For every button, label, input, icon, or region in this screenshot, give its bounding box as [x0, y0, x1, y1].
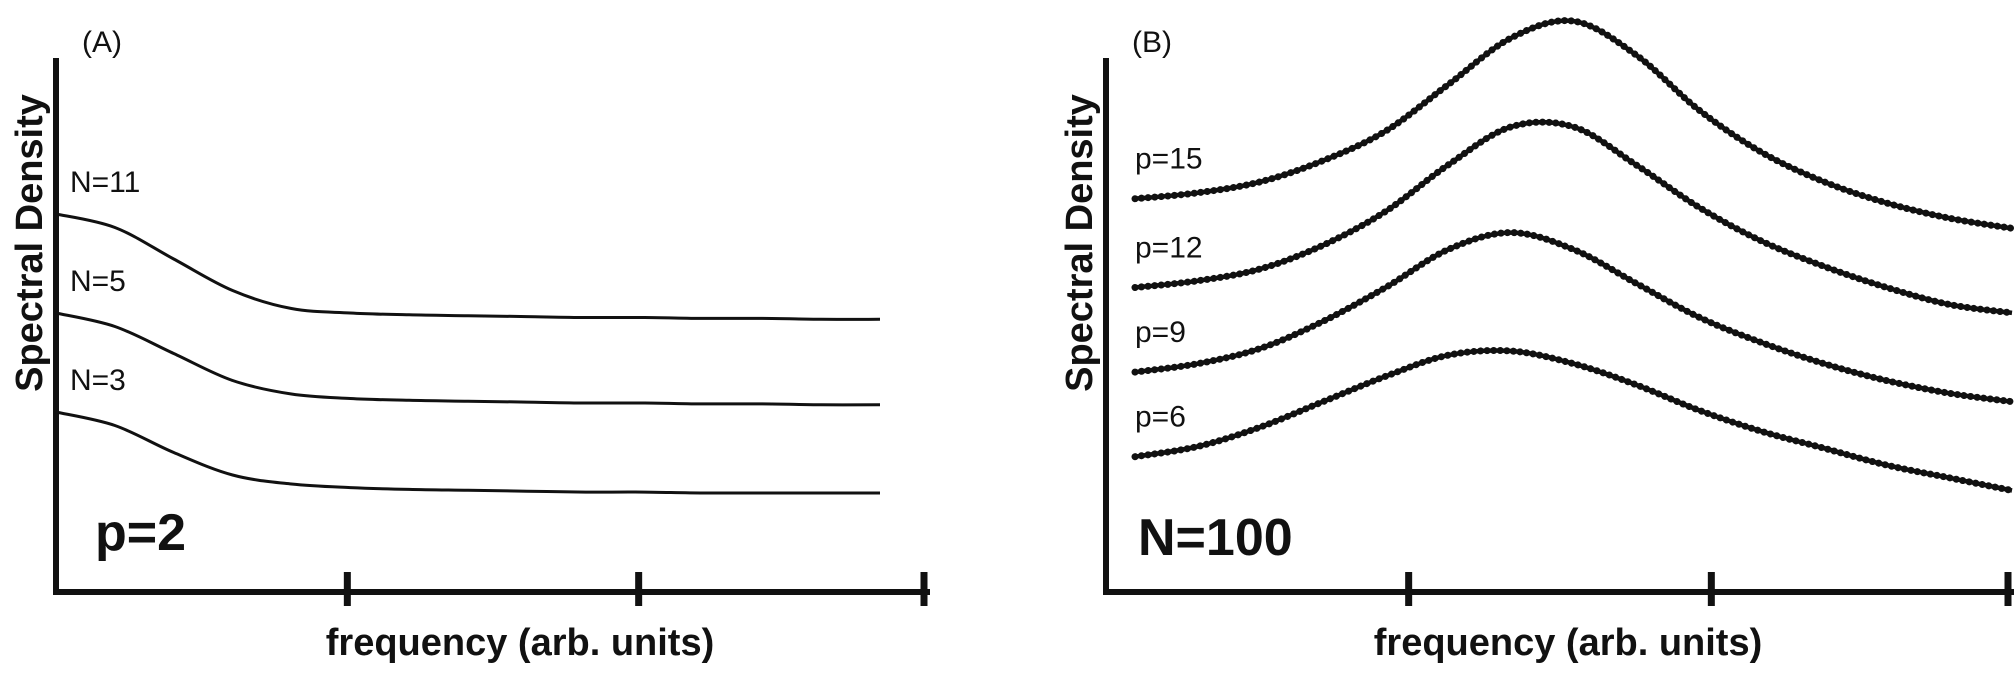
panel-b-series-label: p=12: [1135, 232, 1203, 265]
panel-a-series-labels: N=11 N=5 N=3: [70, 166, 140, 397]
panel-a-series-line: [55, 311, 881, 407]
panel-a-series-label: N=11: [70, 166, 140, 199]
panel-a-x-axis-title: frequency (arb. units): [326, 622, 715, 664]
panel-b-series-labels: p=15 p=12 p=9 p=6: [1135, 143, 1203, 434]
panel-a-series-label: N=5: [70, 265, 126, 298]
panel-a-axes: [53, 58, 930, 595]
panel-b-y-axis-title: Spectral Density: [1059, 94, 1101, 392]
panel-b-parameter-annotation: N=100: [1138, 509, 1293, 567]
panel-a-series-label: N=3: [70, 364, 126, 397]
panel-a-series-group: [55, 212, 881, 495]
panel-a-x-ticks: [343, 572, 928, 606]
panel-b-series-line-core: [1134, 119, 2013, 316]
panel-b-series-line-core: [1134, 348, 2013, 493]
panel-a-label: (A): [82, 26, 122, 59]
panel-a-series-line: [55, 212, 881, 321]
panel-b-x-ticks: [1405, 572, 2012, 606]
panel-b-x-axis-title: frequency (arb. units): [1374, 622, 1763, 664]
panel-b-series-line: [1131, 229, 2016, 406]
panel-b-series-label: p=6: [1135, 401, 1186, 434]
panel-a-parameter-annotation: p=2: [95, 504, 186, 562]
panel-b-series-line: [1131, 346, 2016, 494]
panel-b-series-label: p=15: [1135, 143, 1203, 176]
panel-a-y-axis-title: Spectral Density: [9, 94, 51, 392]
panel-b-series-group: [1131, 17, 2016, 494]
panel-b-series-label: p=9: [1135, 316, 1186, 349]
panel-a-series-line: [55, 410, 880, 495]
panel-b-series-line-core: [1134, 18, 2013, 231]
panel-b-label: (B): [1132, 26, 1172, 59]
panel-a: (A) Spectral Density frequency (arb. uni…: [9, 26, 930, 664]
panel-b: (B) Spectral Density frequency (arb. uni…: [1059, 17, 2016, 664]
panel-b-series-line-core: [1134, 230, 2013, 404]
